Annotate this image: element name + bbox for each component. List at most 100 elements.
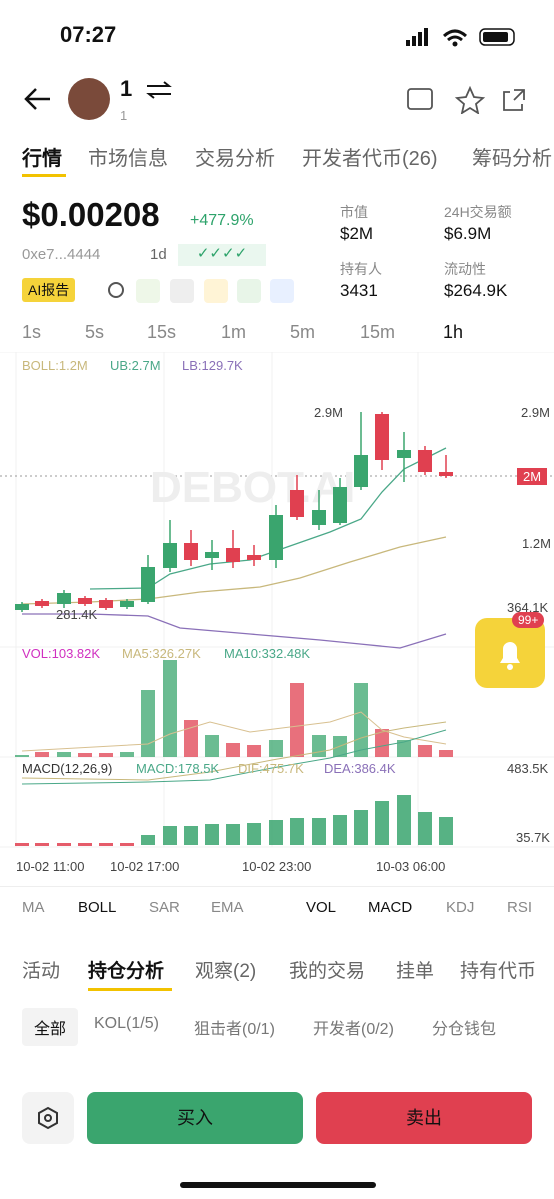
- timeframe[interactable]: 1m: [221, 322, 247, 342]
- candle-part: [247, 555, 261, 560]
- ai-report[interactable]: AI报告: [22, 278, 76, 302]
- timeframe[interactable]: 5m: [290, 322, 316, 342]
- indicator[interactable]: BOLL: [78, 899, 117, 916]
- tab[interactable]: 开发者代币(26): [302, 148, 438, 170]
- x-label: 10-02 23:00: [242, 859, 312, 874]
- timeframe[interactable]: 5s: [85, 322, 105, 342]
- status-icons: [406, 28, 515, 47]
- candle-part: [205, 735, 219, 757]
- tab[interactable]: 交易分析: [195, 148, 275, 170]
- filter[interactable]: 分仓钱包: [432, 1021, 497, 1038]
- buy-button[interactable]: 买入: [87, 1092, 303, 1144]
- header-icons[interactable]: [406, 86, 536, 114]
- candle-part: [35, 752, 49, 757]
- candle-part: [269, 515, 283, 560]
- candle-part: [269, 820, 283, 845]
- candle-part: [78, 843, 92, 846]
- token-sub: 1: [120, 108, 128, 123]
- dea: DEA:386.4K: [324, 761, 396, 776]
- stat-value: $2M: [340, 224, 374, 243]
- candle-part: [226, 548, 240, 562]
- lb: LB:129.7K: [182, 358, 243, 373]
- ma10: MA10:332.48K: [224, 646, 311, 661]
- timeframe[interactable]: 1h: [443, 322, 464, 342]
- candle-part: [226, 824, 240, 845]
- ma5: MA5:326.27K: [122, 646, 201, 661]
- indicator[interactable]: MACD: [368, 899, 413, 916]
- bottom-tab[interactable]: 我的交易: [289, 961, 366, 982]
- candle-part: [120, 752, 134, 757]
- candle-part: [312, 818, 326, 845]
- tab[interactable]: 筹码分析: [472, 148, 552, 170]
- macd-label: 35.7K: [516, 830, 550, 845]
- ub: UB:2.7M: [110, 358, 161, 373]
- x-label: 10-02 17:00: [110, 859, 180, 874]
- macd: MACD:178.5K: [136, 761, 220, 776]
- price: $0.00208: [22, 196, 160, 233]
- stat-label: 持有人: [340, 261, 382, 277]
- indicator[interactable]: RSI: [507, 899, 533, 916]
- tab-indicator: [88, 988, 172, 991]
- timeframe[interactable]: 15m: [360, 322, 396, 342]
- bottom-tab[interactable]: 持有代币: [460, 961, 537, 982]
- indicator[interactable]: SAR: [149, 899, 180, 916]
- checks: ✓✓✓✓: [178, 244, 266, 266]
- indicator[interactable]: EMA: [211, 899, 244, 916]
- alert-button[interactable]: [475, 618, 545, 688]
- age: 1d: [150, 246, 167, 263]
- avatar: [68, 78, 110, 120]
- price-label: 1.2M: [522, 536, 551, 551]
- bottom-tab[interactable]: 观察(2): [195, 961, 257, 982]
- tab[interactable]: 行情: [22, 148, 62, 170]
- social-icons[interactable]: [104, 279, 294, 303]
- candle-part: [418, 450, 432, 472]
- candle-part: [333, 815, 347, 845]
- candle-part: [120, 843, 134, 846]
- bottom-tab[interactable]: 持仓分析: [88, 961, 165, 982]
- swap[interactable]: [145, 80, 173, 100]
- filter[interactable]: KOL(1/5): [94, 1015, 159, 1032]
- settings-button[interactable]: [22, 1092, 74, 1144]
- indicator[interactable]: MA: [22, 899, 45, 916]
- candle-part: [290, 490, 304, 517]
- candle-part: [78, 753, 92, 757]
- candle-part: [439, 750, 453, 757]
- low-note: 281.4K: [56, 607, 98, 622]
- indicator[interactable]: VOL: [306, 899, 337, 916]
- sell-button[interactable]: 卖出: [316, 1092, 532, 1144]
- candle-part: [354, 810, 368, 845]
- candle-part: [99, 753, 113, 757]
- candle-part: [163, 826, 177, 845]
- candle-part: [290, 683, 304, 757]
- candle-part: [57, 843, 71, 846]
- macd-title: MACD(12,26,9): [22, 761, 113, 776]
- tab[interactable]: 市场信息: [88, 148, 168, 170]
- boll: BOLL:1.2M: [22, 358, 88, 373]
- timeframe[interactable]: 1s: [22, 322, 42, 342]
- bottom-tab[interactable]: 挂单: [396, 961, 435, 982]
- dif: DIF:475.7K: [238, 761, 304, 776]
- timeframe[interactable]: 15s: [147, 322, 177, 342]
- bottom-tab[interactable]: 活动: [22, 961, 61, 982]
- filter[interactable]: 全部: [22, 1008, 79, 1046]
- candle-part: [375, 729, 389, 757]
- macd-label: 483.5K: [507, 761, 549, 776]
- time: 07:27: [60, 22, 117, 47]
- candle-part: [439, 472, 453, 476]
- candle-part: [247, 745, 261, 757]
- candle-part: [99, 843, 113, 846]
- indicator[interactable]: KDJ: [446, 899, 475, 916]
- home-indicator: [180, 1182, 376, 1188]
- candle-part: [184, 826, 198, 845]
- candle-part: [57, 752, 71, 757]
- stat-value: $6.9M: [444, 224, 492, 243]
- filter[interactable]: 狙击者(0/1): [194, 1021, 275, 1038]
- filter[interactable]: 开发者(0/2): [313, 1021, 394, 1038]
- candle-part: [312, 510, 326, 525]
- candle-part: [35, 843, 49, 846]
- back[interactable]: [22, 86, 54, 112]
- price-label: 2.9M: [521, 405, 550, 420]
- candle-part: [120, 601, 134, 607]
- candle-part: [184, 720, 198, 757]
- candle-part: [375, 801, 389, 845]
